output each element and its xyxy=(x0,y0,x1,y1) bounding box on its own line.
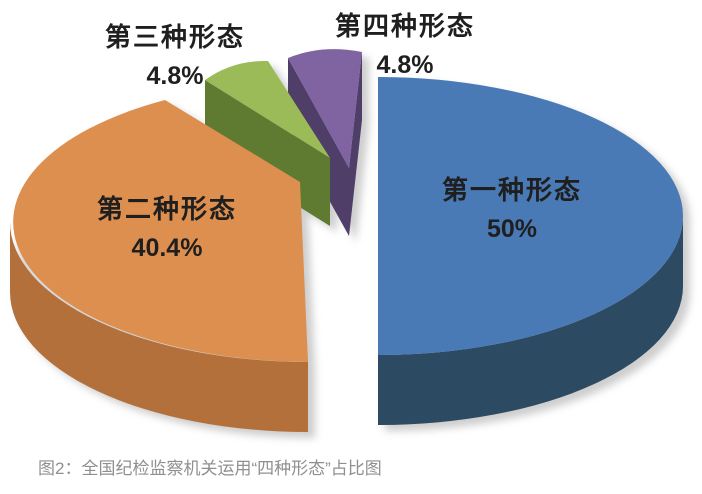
pie-slice-1 xyxy=(378,77,683,425)
figure-caption: 图2：全国纪检监察机关运用“四种形态”占比图 xyxy=(38,459,382,478)
